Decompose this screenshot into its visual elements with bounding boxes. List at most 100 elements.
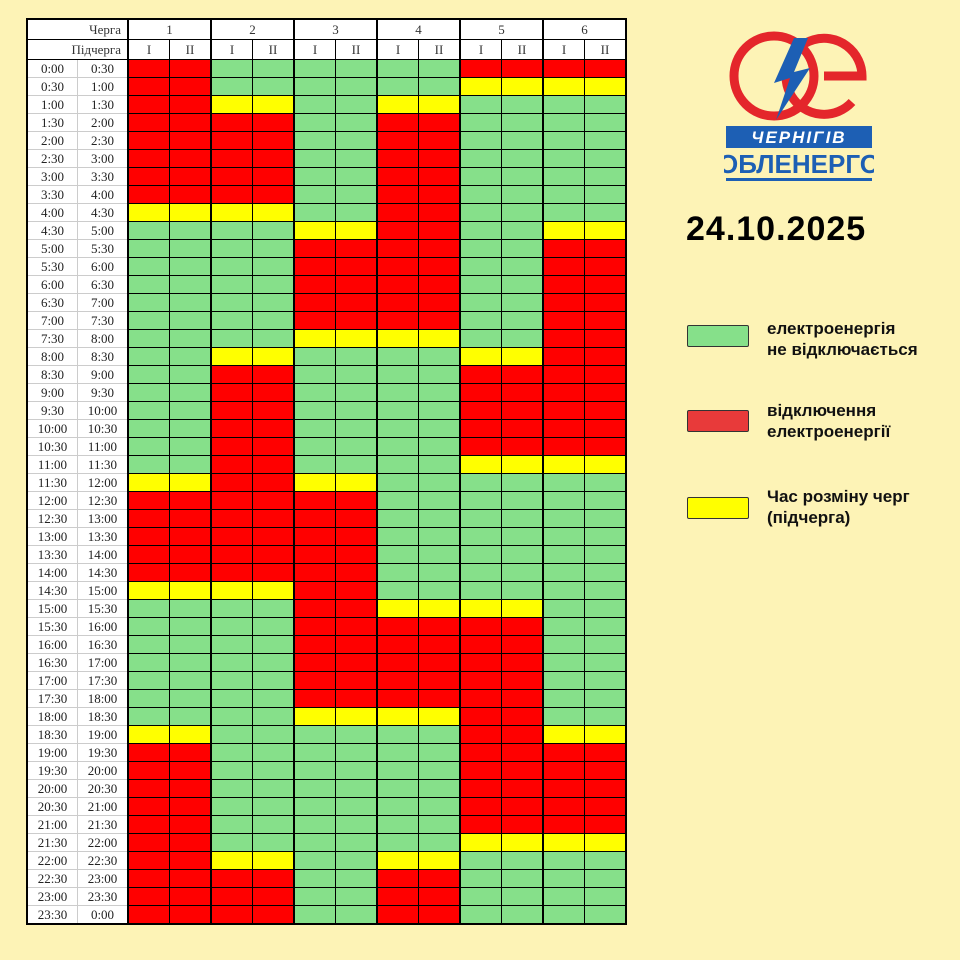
schedule-cell <box>584 437 627 456</box>
queue-header: 2 <box>210 18 295 40</box>
schedule-cell <box>459 293 502 312</box>
schedule-cell <box>584 221 627 240</box>
schedule-cell <box>584 671 627 690</box>
schedule-cell <box>252 599 295 618</box>
schedule-cell <box>210 437 253 456</box>
schedule-cell <box>459 635 502 654</box>
time-slot-row: 19:30 20:00 <box>26 761 627 780</box>
schedule-cell <box>542 815 585 834</box>
slot-start: 23:00 <box>26 887 78 906</box>
schedule-cell <box>335 167 378 186</box>
slot-start: 12:00 <box>26 491 78 510</box>
schedule-cell <box>418 293 461 312</box>
schedule-cell <box>459 743 502 762</box>
schedule-cell <box>501 383 544 402</box>
slot-start: 11:30 <box>26 473 78 492</box>
schedule-cell <box>252 113 295 132</box>
schedule-cell <box>335 473 378 492</box>
time-slot-row: 5:00 5:30 <box>26 239 627 258</box>
schedule-cell <box>418 869 461 888</box>
schedule-cell <box>210 77 253 96</box>
schedule-cell <box>584 419 627 438</box>
slot-end: 5:30 <box>77 239 129 258</box>
schedule-cell <box>418 221 461 240</box>
subqueue-header: I <box>293 39 336 60</box>
slot-end: 6:00 <box>77 257 129 276</box>
schedule-cell <box>252 419 295 438</box>
time-slot-row: 10:00 10:30 <box>26 419 627 438</box>
schedule-cell <box>418 671 461 690</box>
schedule-cell <box>542 401 585 420</box>
slot-end: 14:30 <box>77 563 129 582</box>
schedule-cell <box>459 329 502 348</box>
schedule-cell <box>293 293 336 312</box>
schedule-cell <box>542 617 585 636</box>
slot-end: 1:30 <box>77 95 129 114</box>
slot-start: 1:30 <box>26 113 78 132</box>
schedule-cell <box>293 887 336 906</box>
time-slot-row: 4:30 5:00 <box>26 221 627 240</box>
legend-text: відключення <box>767 401 877 420</box>
schedule-cell <box>501 707 544 726</box>
time-slot-row: 3:00 3:30 <box>26 167 627 186</box>
slot-end: 17:30 <box>77 671 129 690</box>
schedule-cell <box>127 203 170 222</box>
schedule-cell <box>584 545 627 564</box>
slot-start: 23:30 <box>26 905 78 925</box>
schedule-cell <box>418 527 461 546</box>
schedule-cell <box>210 779 253 798</box>
slot-start: 15:30 <box>26 617 78 636</box>
schedule-cell <box>169 689 212 708</box>
slot-end: 17:00 <box>77 653 129 672</box>
schedule-cell <box>252 671 295 690</box>
schedule-cell <box>459 59 502 78</box>
schedule-cell <box>418 833 461 852</box>
schedule-cell <box>169 545 212 564</box>
schedule-cell <box>127 257 170 276</box>
schedule-cell <box>459 203 502 222</box>
schedule-cell <box>169 491 212 510</box>
schedule-cell <box>169 743 212 762</box>
schedule-cell <box>252 77 295 96</box>
legend-swatch-red <box>687 410 749 432</box>
schedule-cell <box>418 509 461 528</box>
schedule-cell <box>335 149 378 168</box>
schedule-cell <box>376 671 419 690</box>
schedule-cell <box>169 401 212 420</box>
schedule-cell <box>252 887 295 906</box>
time-slot-row: 9:30 10:00 <box>26 401 627 420</box>
slot-end: 2:30 <box>77 131 129 150</box>
schedule-cell <box>252 491 295 510</box>
slot-start: 13:00 <box>26 527 78 546</box>
schedule-cell <box>210 797 253 816</box>
schedule-cell <box>584 491 627 510</box>
schedule-cell <box>293 95 336 114</box>
schedule-cell <box>210 671 253 690</box>
schedule-cell <box>127 293 170 312</box>
schedule-cell <box>335 77 378 96</box>
schedule-cell <box>376 509 419 528</box>
schedule-cell <box>293 563 336 582</box>
time-slot-row: 16:00 16:30 <box>26 635 627 654</box>
slot-end: 15:30 <box>77 599 129 618</box>
schedule-cell <box>169 563 212 582</box>
schedule-cell <box>584 239 627 258</box>
schedule-cell <box>210 653 253 672</box>
schedule-cell <box>127 527 170 546</box>
schedule-cell <box>335 329 378 348</box>
slot-end: 15:00 <box>77 581 129 600</box>
schedule-cell <box>293 869 336 888</box>
time-slot-row: 15:30 16:00 <box>26 617 627 636</box>
schedule-cell <box>335 581 378 600</box>
slot-start: 17:30 <box>26 689 78 708</box>
schedule-cell <box>169 869 212 888</box>
schedule-cell <box>335 797 378 816</box>
schedule-cell <box>459 851 502 870</box>
schedule-cell <box>335 185 378 204</box>
schedule-cell <box>169 221 212 240</box>
slot-end: 0:00 <box>77 905 129 925</box>
schedule-cell <box>335 275 378 294</box>
legend-text: електроенергія <box>767 319 896 338</box>
schedule-cell <box>459 761 502 780</box>
schedule-cell <box>335 221 378 240</box>
